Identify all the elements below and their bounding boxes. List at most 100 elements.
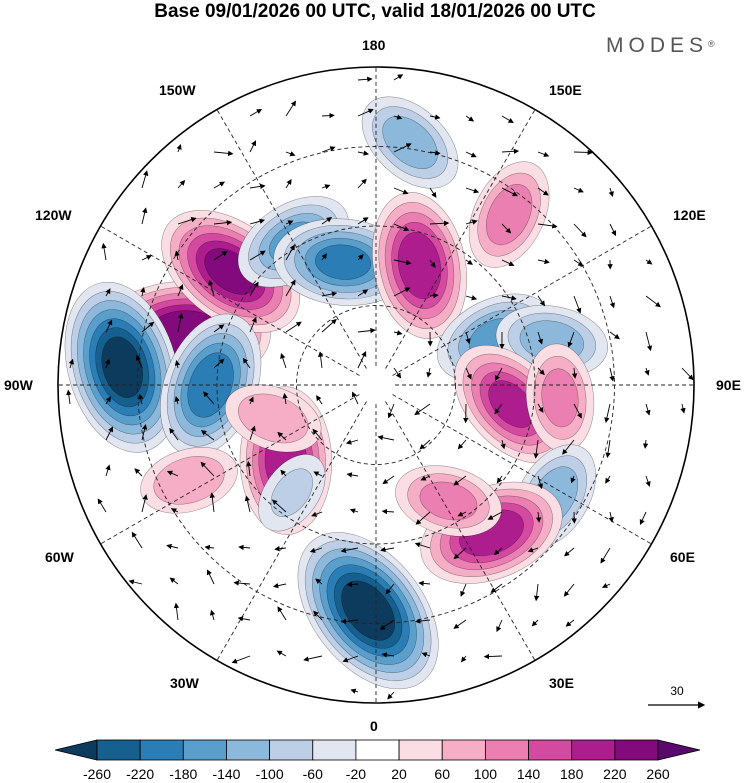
- anomaly-contour: [488, 380, 535, 428]
- anomaly-contour: [486, 184, 533, 246]
- anomaly-contour: [382, 116, 438, 169]
- wind-arrow: [453, 475, 467, 486]
- wind-arrow: [357, 217, 369, 225]
- wind-arrow: [177, 312, 184, 333]
- colorbar-swatch: [614, 739, 659, 761]
- meridian-line: [100, 225, 360, 376]
- wind-arrow: [141, 170, 149, 189]
- wind-arrow: [285, 151, 296, 157]
- colorbar-swatch: [355, 739, 400, 761]
- wind-arrow: [105, 426, 113, 441]
- wind-arrow: [609, 367, 615, 382]
- wind-arrow: [249, 140, 256, 153]
- wind-arrow: [414, 542, 431, 549]
- colorbar-tick-label: 260: [646, 766, 670, 782]
- wind-arrow: [285, 279, 296, 297]
- wind-arrow: [209, 609, 216, 621]
- wind-arrow: [537, 331, 543, 345]
- wind-arrow: [68, 358, 74, 369]
- colorbar-swatch: [528, 739, 573, 761]
- wind-arrow: [346, 472, 359, 478]
- wind-arrow: [274, 546, 287, 552]
- brand-name: MODES: [606, 34, 709, 57]
- wind-arrow: [317, 351, 324, 369]
- wind-arrow: [249, 316, 257, 333]
- wind-arrow: [321, 318, 337, 333]
- wind-arrow: [393, 367, 402, 379]
- lon-label-150e: 150E: [549, 82, 582, 98]
- wind-arrow: [645, 295, 661, 308]
- wind-arrow: [357, 327, 376, 334]
- wind-arrow: [465, 187, 480, 194]
- wind-arrow: [272, 583, 287, 589]
- wind-arrow: [136, 354, 143, 369]
- wind-arrow: [381, 652, 395, 658]
- wind-arrow: [350, 688, 359, 694]
- wind-arrow: [248, 396, 254, 405]
- wind-arrow: [242, 357, 251, 369]
- wind-arrow: [573, 187, 584, 193]
- wind-arrow: [141, 494, 148, 513]
- colorbar-swatch: [312, 739, 357, 761]
- lon-label-90e: 90E: [716, 377, 741, 393]
- wind-arrow: [465, 367, 472, 380]
- wind-arrow: [285, 179, 292, 189]
- wind-arrow: [465, 331, 471, 345]
- colorbar-tick-label: -180: [169, 766, 198, 782]
- colorbar-swatch: [226, 739, 271, 761]
- anomaly-center: [372, 192, 467, 339]
- colorbar-tick-label: -260: [82, 766, 112, 782]
- wind-arrow: [493, 547, 503, 556]
- wind-arrow: [246, 460, 252, 477]
- wind-arrow: [213, 324, 225, 333]
- wind-arrow: [605, 439, 611, 459]
- reference-vector-label: 30: [670, 684, 684, 698]
- wind-arrow: [203, 391, 215, 405]
- wind-arrow: [465, 219, 478, 225]
- wind-arrow: [277, 606, 287, 621]
- colorbar-swatch: [484, 739, 529, 761]
- wind-arrow: [166, 470, 179, 477]
- wind-arrow: [563, 583, 575, 597]
- colorbar-tick-label: -220: [126, 766, 155, 782]
- wind-arrow: [66, 389, 72, 405]
- wind-arrow: [313, 610, 323, 621]
- wind-arrow: [645, 259, 653, 265]
- wind-arrow: [429, 187, 437, 198]
- colorbar-tick-label: 220: [603, 766, 627, 782]
- wind-arrow: [421, 652, 431, 658]
- wind-arrow: [605, 475, 611, 484]
- wind-arrow: [465, 295, 478, 301]
- anomaly-center: [297, 532, 439, 690]
- wind-arrow: [231, 655, 251, 664]
- wind-arrow: [280, 353, 287, 369]
- lon-label-0: 0: [370, 718, 378, 734]
- wind-arrow: [533, 439, 539, 459]
- wind-arrow: [537, 151, 550, 157]
- wind-arrow: [282, 392, 288, 405]
- wind-arrow: [501, 259, 515, 266]
- wind-arrow: [639, 511, 647, 525]
- wind-arrow: [285, 100, 297, 117]
- wind-arrow: [608, 187, 614, 198]
- wind-arrow: [537, 367, 545, 376]
- map-border: [57, 66, 695, 704]
- wind-arrow: [645, 331, 653, 352]
- anomaly-center: [258, 454, 326, 532]
- wind-arrow: [681, 367, 694, 381]
- graticule: [58, 67, 694, 703]
- meridian-line: [216, 109, 367, 369]
- wind-arrow: [483, 653, 503, 660]
- wind-arrow: [609, 331, 620, 340]
- colorbar-tick-label: -140: [212, 766, 241, 782]
- wind-arrow: [420, 475, 431, 481]
- wind-arrow: [501, 223, 512, 234]
- wind-arrow: [177, 180, 186, 189]
- wind-arrow: [128, 579, 143, 585]
- wind-arrow: [351, 391, 359, 405]
- wind-arrow: [457, 511, 467, 517]
- wind-arrow: [200, 430, 215, 441]
- wind-arrow: [601, 583, 611, 588]
- lon-label-150w: 150W: [159, 82, 196, 98]
- wind-arrow: [285, 321, 302, 333]
